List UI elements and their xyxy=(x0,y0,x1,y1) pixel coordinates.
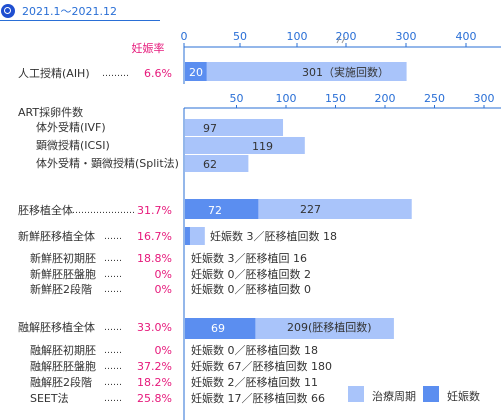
pregnancy-bar-label: 69 xyxy=(211,322,225,335)
row-label: 体外受精・顕微授精(Split法) xyxy=(36,156,179,170)
row-dots: …… xyxy=(104,323,122,333)
row-dots: …… xyxy=(104,270,122,280)
row-dots: ……… xyxy=(102,69,129,79)
axis-break xyxy=(336,36,346,44)
row-label: 胚移植全体 xyxy=(18,203,73,217)
rate-value: 18.2% xyxy=(137,376,172,389)
row-label: 体外受精(IVF) xyxy=(36,120,106,134)
summary-text: 妊娠数 0／胚移植回数 2 xyxy=(191,267,311,281)
axis-tick-label: 200 xyxy=(336,30,357,43)
row-label: 新鮮胚初期胚 xyxy=(30,251,96,265)
rate-value: 33.0% xyxy=(137,321,172,334)
row-dots: ………………… xyxy=(72,206,135,216)
rate-value: 25.8% xyxy=(137,392,172,405)
rate-value: 0% xyxy=(155,344,172,357)
row-label: 融解胚胚盤胞 xyxy=(30,359,96,373)
axis-tick-label: 400 xyxy=(456,30,477,43)
row-dots: …… xyxy=(104,346,122,356)
pregnancy-bar xyxy=(185,199,259,219)
treatment-bar-label: 301（実施回数） xyxy=(302,65,389,79)
section-label: ART採卵件数 xyxy=(18,105,83,119)
row-label: 新鮮胚胚盤胞 xyxy=(30,267,96,281)
legend-pregnancy-swatch xyxy=(423,386,439,402)
treatment-bar-label: 119 xyxy=(252,140,273,153)
row-label: 顕微授精(ICSI) xyxy=(36,138,110,152)
row-dots: …… xyxy=(104,362,122,372)
row-label: 人工授精(AIH) xyxy=(18,66,90,80)
treatment-bar xyxy=(185,155,249,172)
summary-text: 妊娠数 3／胚移植回数 18 xyxy=(210,229,337,243)
pregnancy-bar xyxy=(185,227,190,245)
row-label: 融解胚初期胚 xyxy=(30,343,96,357)
rate-value: 37.2% xyxy=(137,360,172,373)
axis-tick-label: 300 xyxy=(474,92,495,105)
row-dots: …… xyxy=(104,232,122,242)
rate-value: 31.7% xyxy=(137,204,172,217)
axis-tick-label: 100 xyxy=(287,30,308,43)
legend-treatment-label: 治療周期 xyxy=(372,389,416,403)
row-dots: …… xyxy=(104,378,122,388)
legend-treatment-swatch xyxy=(348,386,364,402)
summary-text: 妊娠数 0／胚移植回数 18 xyxy=(191,343,318,357)
legend-pregnancy-label: 妊娠数 xyxy=(447,389,480,403)
row-label: 融解胚移植全体 xyxy=(18,320,95,334)
summary-text: 妊娠数 17／胚移植回数 66 xyxy=(191,391,325,405)
rate-value: 18.8% xyxy=(137,252,172,265)
row-dots: …… xyxy=(104,254,122,264)
row-label: 融解胚2段階 xyxy=(30,375,92,389)
axis-tick-label: 250 xyxy=(424,92,445,105)
pregnancy-bar xyxy=(185,62,207,81)
period-header: 2021.1～2021.12 xyxy=(0,4,160,21)
treatment-bar xyxy=(185,137,305,154)
axis-tick-label: 100 xyxy=(276,92,297,105)
summary-text: 妊娠数 67／胚移植回数 180 xyxy=(191,359,332,373)
summary-text: 妊娠数 0／胚移植回数 0 xyxy=(191,282,311,296)
axis-tick-label: 300 xyxy=(396,30,417,43)
treatment-bar-label: 209(胚移植回数) xyxy=(287,320,372,334)
pregnancy-bar-label: 72 xyxy=(208,204,222,217)
circle-icon xyxy=(1,4,15,18)
treatment-bar xyxy=(185,119,284,136)
axis-tick-label: 50 xyxy=(233,30,247,43)
treatment-bar-label: 227 xyxy=(300,203,321,216)
treatment-bar-label: 97 xyxy=(203,122,217,135)
row-dots: …… xyxy=(104,394,122,404)
summary-text: 妊娠数 3／胚移植回 16 xyxy=(191,251,307,265)
rate-value: 0% xyxy=(155,268,172,281)
row-dots: …… xyxy=(104,285,122,295)
axis-tick-label: 50 xyxy=(230,92,244,105)
rate-value: 16.7% xyxy=(137,230,172,243)
axis-tick-label: 200 xyxy=(375,92,396,105)
rate-value: 0% xyxy=(155,283,172,296)
pregnancy-bar-label: 20 xyxy=(189,66,203,79)
row-label: 新鮮胚移植全体 xyxy=(18,229,95,243)
summary-text: 妊娠数 2／胚移植回数 11 xyxy=(191,375,318,389)
rate-header: 妊娠率 xyxy=(132,41,165,55)
pregnancy-bar xyxy=(185,318,256,339)
row-label: SEET法 xyxy=(30,391,69,405)
axis-tick-label: 150 xyxy=(325,92,346,105)
rate-value: 6.6% xyxy=(144,67,172,80)
treatment-bar xyxy=(185,62,407,81)
axis-tick-label: 0 xyxy=(181,30,188,43)
treatment-bar-label: 62 xyxy=(203,158,217,171)
row-label: 新鮮胚2段階 xyxy=(30,282,92,296)
period-label: 2021.1～2021.12 xyxy=(22,5,117,18)
